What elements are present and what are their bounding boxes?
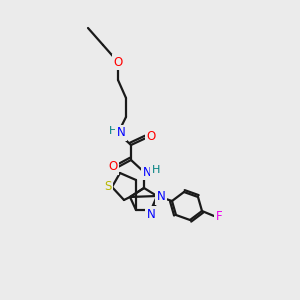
Text: N: N	[157, 190, 165, 203]
Text: F: F	[216, 209, 222, 223]
Text: S: S	[104, 181, 112, 194]
Text: N: N	[117, 127, 125, 140]
Text: O: O	[113, 56, 123, 68]
Text: O: O	[108, 160, 118, 173]
Text: O: O	[146, 130, 156, 143]
Text: N: N	[142, 166, 152, 178]
Text: N: N	[147, 208, 155, 220]
Text: H: H	[152, 165, 160, 175]
Text: H: H	[109, 126, 117, 136]
